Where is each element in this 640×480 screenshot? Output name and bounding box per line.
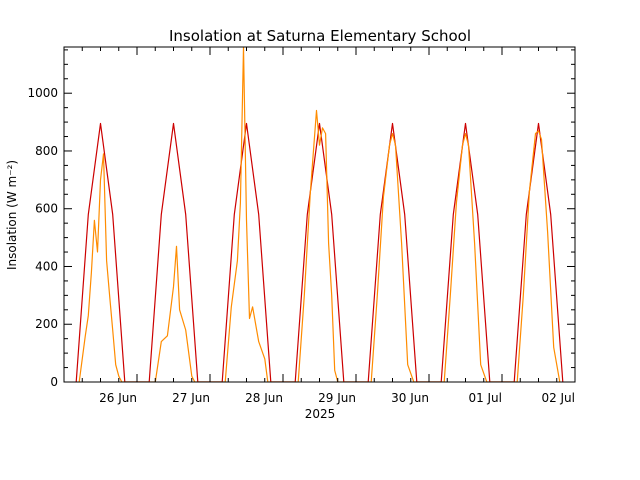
- y-axis-label: Insolation (W m⁻²): [5, 160, 19, 270]
- x-tick-label: 01 Jul: [468, 391, 502, 405]
- x-axis: 26 Jun 27 Jun 28 Jun 29 Jun 30 Jun 01 Jul 02 J…: [81, 47, 576, 405]
- y-tick-label: 600: [35, 202, 58, 216]
- chart-title: Insolation at Saturna Elementary School: [169, 27, 471, 45]
- x-tick-label: 27 Jun: [172, 391, 210, 405]
- x-tick-label: 29 Jun: [318, 391, 356, 405]
- y-tick-label: 800: [35, 144, 58, 158]
- plot-frame: [63, 46, 576, 383]
- series-line-measured: [78, 47, 561, 382]
- y-tick-label: 200: [35, 317, 58, 331]
- x-tick-label: 30 Jun: [391, 391, 429, 405]
- y-tick-label: 1000: [27, 86, 58, 100]
- y-axis: 0 200 400 600 800 1000: [27, 49, 575, 389]
- series-line-clear_sky: [75, 122, 564, 382]
- x-tick-label: 02 Jul: [541, 391, 575, 405]
- x-tick-label: 28 Jun: [245, 391, 283, 405]
- y-tick-label: 400: [35, 259, 58, 273]
- y-tick-label: 0: [50, 375, 58, 389]
- x-tick-label: 26 Jun: [99, 391, 137, 405]
- x-axis-label: 2025: [305, 407, 336, 421]
